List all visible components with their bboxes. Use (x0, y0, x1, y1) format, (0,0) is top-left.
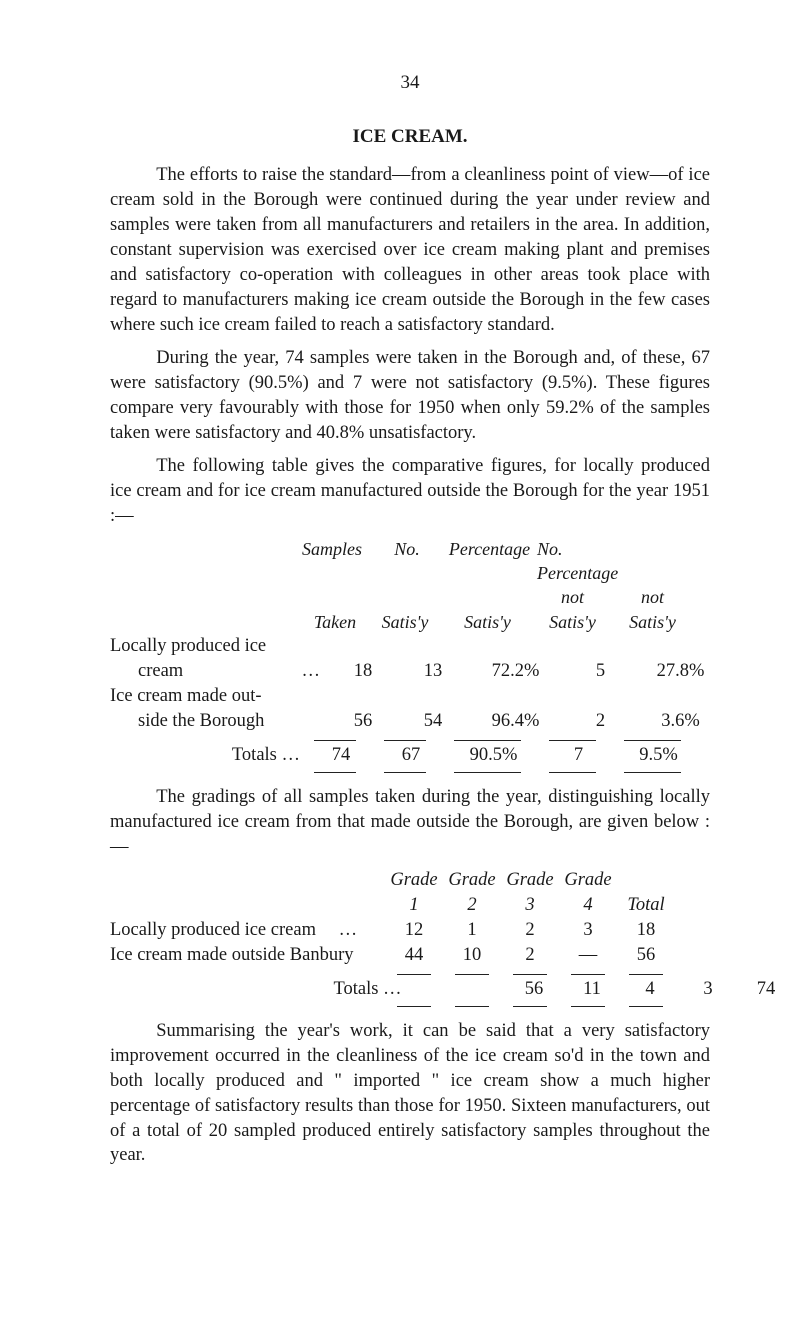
cell: 11 (563, 977, 621, 1002)
col-head-not2: not (610, 585, 695, 609)
col-head: 2 (443, 893, 501, 918)
samples-table: Samples No. Percentage No. Percentage no… (110, 537, 710, 775)
table-row: Ice cream made outside Banbury 44 10 2 —… (110, 943, 710, 968)
rule-row (110, 1002, 710, 1009)
col-head-taken: Taken (300, 610, 370, 634)
col-head-grade: Grade (501, 868, 559, 893)
cell: 1 (443, 918, 501, 943)
cell: 2 (501, 918, 559, 943)
col-head-grade: Grade (559, 868, 617, 893)
grades-table: Grade Grade Grade Grade 1 2 3 4 Total Lo… (110, 868, 710, 1009)
col-head-satis2: Satis'y (440, 610, 535, 634)
cell: 2 (563, 709, 638, 734)
row-label: Locally produced ice (110, 634, 300, 659)
table-row: Ice cream made out- (110, 684, 710, 709)
table-header-row: Samples No. Percentage No. Percentage (110, 537, 710, 586)
cell: — (559, 943, 617, 968)
cell: 4 (621, 977, 679, 1002)
col-head-percentage2: Percentage (537, 563, 618, 583)
cell: 2 (501, 943, 559, 968)
totals-label: Totals … (110, 977, 505, 1002)
paragraph-5: Summarising the year's work, it can be s… (110, 1019, 710, 1169)
row-label: cream (138, 661, 183, 681)
col-head-satis4: Satis'y (610, 610, 695, 634)
col-head: 4 (559, 893, 617, 918)
cell: 54 (398, 709, 468, 734)
cell: 3 (559, 918, 617, 943)
cell: 56 (617, 943, 675, 968)
paragraph-1: The efforts to raise the standard—from a… (110, 163, 710, 338)
cell: 56 (505, 977, 563, 1002)
cell: 18 (328, 659, 398, 684)
cell: 67 (376, 743, 446, 768)
row-label: Ice cream made outside Banbury (110, 943, 385, 968)
totals-label: Totals … (110, 743, 306, 768)
col-head-grade: Grade (385, 868, 443, 893)
table-totals-row: Totals … 74 67 90.5% 7 9.5% (110, 743, 710, 768)
page-number: 34 (110, 70, 710, 96)
cell: 74 (737, 977, 795, 1002)
col-head-percentage: Percentage (442, 537, 537, 561)
cell: 13 (398, 659, 468, 684)
table-header-row: Grade Grade Grade Grade (385, 868, 710, 893)
table-row: Locally produced ice cream … 12 1 2 3 18 (110, 918, 710, 943)
cell: 27.8% (638, 659, 723, 684)
cell: 72.2% (468, 659, 563, 684)
col-head-satis3: Satis'y (535, 610, 610, 634)
col-head-satis1: Satis'y (370, 610, 440, 634)
ellipsis: … (302, 659, 329, 684)
cell: 3.6% (638, 709, 723, 734)
paragraph-4: The gradings of all samples taken during… (110, 785, 710, 860)
rule-row (110, 768, 710, 775)
col-head-not1: not (535, 585, 610, 609)
table-row: Locally produced ice (110, 634, 710, 659)
col-head: 3 (501, 893, 559, 918)
cell: 96.4% (468, 709, 563, 734)
paragraph-3: The following table gives the comparativ… (110, 454, 710, 529)
row-label: Ice cream made out- (110, 684, 300, 709)
cell: 7 (541, 743, 616, 768)
paragraph-2: During the year, 74 samples were taken i… (110, 346, 710, 446)
table-totals-row: Totals … 56 11 4 3 74 (110, 977, 710, 1002)
col-head-samples: Samples (300, 537, 372, 561)
cell: 5 (563, 659, 638, 684)
table-header-row: Taken Satis'y Satis'y Satis'y Satis'y (110, 610, 710, 634)
table-row: side the Borough 56 54 96.4% 2 3.6% (110, 709, 710, 734)
col-head-no2: No. (537, 539, 563, 559)
table-header-row: 1 2 3 4 Total (110, 893, 710, 918)
col-head-no: No. (372, 537, 442, 561)
row-label: Locally produced ice cream (110, 920, 316, 940)
cell: 9.5% (616, 743, 701, 768)
cell: 3 (679, 977, 737, 1002)
row-label: side the Borough (110, 709, 328, 734)
cell: 74 (306, 743, 376, 768)
page: 34 ICE CREAM. The efforts to raise the s… (0, 0, 800, 1236)
cell: 12 (385, 918, 443, 943)
ellipsis: … (321, 920, 358, 940)
col-head-total: Total (617, 893, 675, 918)
cell: 90.5% (446, 743, 541, 768)
cell: 18 (617, 918, 675, 943)
col-head-grade: Grade (443, 868, 501, 893)
rule-row (110, 968, 710, 977)
cell: 44 (385, 943, 443, 968)
table-header-row: not not (110, 585, 710, 609)
document-title: ICE CREAM. (110, 124, 710, 150)
rule-row (110, 734, 710, 743)
cell: 56 (328, 709, 398, 734)
col-head: 1 (385, 893, 443, 918)
table-row: cream … 18 13 72.2% 5 27.8% (110, 659, 710, 684)
cell: 10 (443, 943, 501, 968)
